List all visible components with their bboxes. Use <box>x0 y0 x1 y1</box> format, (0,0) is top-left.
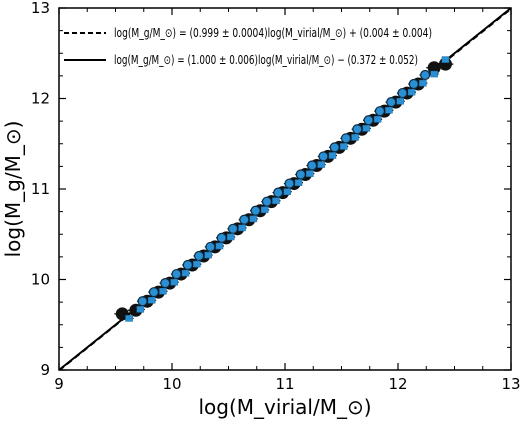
blue-marker <box>329 142 340 153</box>
x-tick-label: 13 <box>501 375 520 393</box>
blue-marker <box>137 296 148 307</box>
square-marker <box>159 288 167 295</box>
square-marker <box>238 224 246 232</box>
blue-marker <box>205 241 216 253</box>
square-marker <box>362 125 371 132</box>
legend-label-dashed: log(M_g/M_⊙) = (0.999 ± 0.0004)log(M_vir… <box>114 26 432 40</box>
blue-marker <box>182 259 193 271</box>
y-tick-label: 10 <box>31 271 50 289</box>
blue-marker <box>171 268 182 280</box>
square-marker <box>317 161 325 168</box>
square-marker <box>441 56 450 63</box>
square-marker <box>125 315 133 322</box>
square-marker <box>373 116 382 123</box>
blue-marker <box>284 178 295 189</box>
blue-marker <box>216 232 227 243</box>
blue-marker <box>239 214 250 225</box>
x-tick-label: 10 <box>162 375 181 393</box>
square-marker <box>306 170 314 177</box>
blue-marker <box>374 106 386 117</box>
blue-marker <box>420 69 431 81</box>
blue-marker <box>397 87 408 99</box>
x-tick-label: 12 <box>388 375 407 393</box>
square-marker <box>249 215 258 223</box>
blue-marker <box>352 124 363 135</box>
x-tick-label: 9 <box>54 375 64 393</box>
blue-marker <box>386 97 397 108</box>
blue-marker <box>250 205 261 216</box>
square-marker <box>430 70 438 78</box>
square-marker <box>272 197 280 205</box>
square-marker <box>385 107 393 114</box>
axis-ticks: 9 10 11 12 13 9 10 11 12 13 <box>31 0 520 393</box>
blue-marker <box>261 196 273 207</box>
square-marker <box>294 179 303 186</box>
blue-marker <box>227 223 239 234</box>
square-marker <box>419 79 427 87</box>
blue-marker <box>408 78 419 90</box>
blue-marker <box>318 151 329 162</box>
square-marker <box>328 152 337 159</box>
blue-marker <box>148 287 160 298</box>
x-axis-label: log(M_virial/M_⊙) <box>198 395 371 419</box>
square-marker <box>170 278 179 286</box>
square-marker <box>260 206 269 214</box>
y-tick-label: 9 <box>40 361 50 379</box>
square-marker <box>193 260 201 268</box>
blue-marker <box>160 278 171 289</box>
y-tick-label: 13 <box>31 0 50 17</box>
blue-marker <box>307 160 318 171</box>
square-marker <box>340 143 348 150</box>
square-marker <box>407 88 416 96</box>
blue-marker <box>295 169 306 180</box>
blue-marker <box>273 187 284 198</box>
y-axis-label: log(M_g/M_⊙) <box>1 121 25 258</box>
square-marker <box>215 242 224 250</box>
y-tick-label: 11 <box>31 180 50 198</box>
square-marker <box>136 306 145 313</box>
x-tick-label: 11 <box>275 375 294 393</box>
square-marker <box>147 297 156 304</box>
y-tick-label: 12 <box>31 90 50 108</box>
data-points <box>114 56 454 322</box>
square-marker <box>351 134 359 141</box>
square-marker <box>396 97 405 105</box>
blue-marker <box>194 250 205 262</box>
square-marker <box>283 188 292 195</box>
legend: log(M_g/M_⊙) = (0.999 ± 0.0004)log(M_vir… <box>64 26 432 67</box>
square-marker <box>227 233 235 241</box>
blue-marker <box>363 115 374 126</box>
blue-marker <box>340 133 352 144</box>
square-marker <box>204 251 212 259</box>
square-marker <box>181 269 190 277</box>
legend-label-solid: log(M_g/M_⊙) = (1.000 ± 0.006)log(M_viri… <box>114 53 418 67</box>
